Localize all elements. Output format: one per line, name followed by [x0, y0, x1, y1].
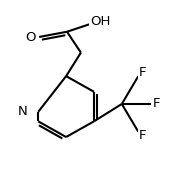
- Text: F: F: [153, 97, 161, 110]
- Text: OH: OH: [90, 15, 110, 28]
- Text: O: O: [25, 31, 36, 44]
- Text: F: F: [139, 66, 147, 79]
- Text: F: F: [139, 129, 147, 142]
- Text: N: N: [18, 105, 27, 118]
